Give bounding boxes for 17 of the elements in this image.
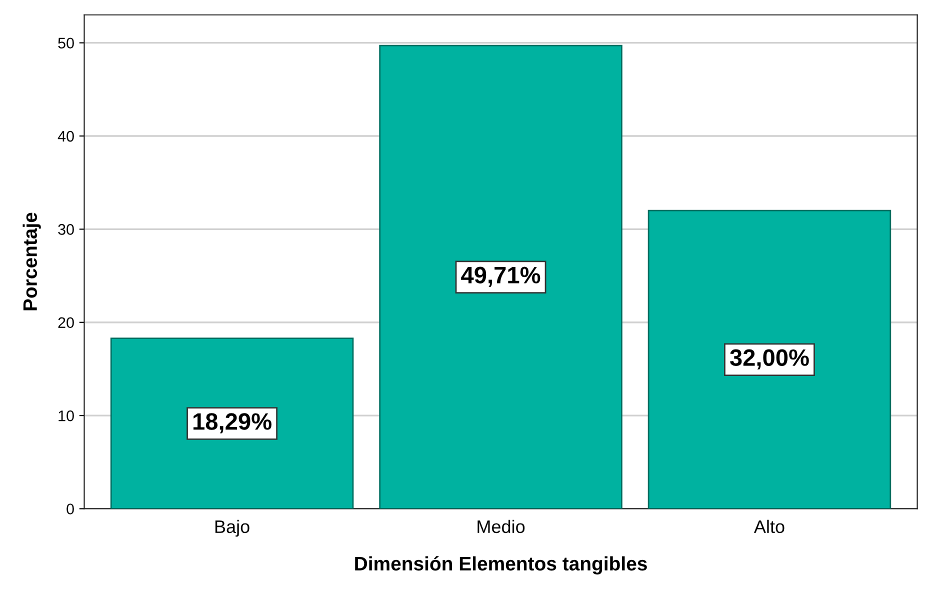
y-tick-label: 10 [58, 410, 74, 422]
bar [648, 210, 892, 509]
y-axis-title: Porcentaje [22, 212, 41, 310]
x-tick-label: Bajo [215, 520, 250, 537]
bar [110, 338, 354, 509]
y-tick-label: 20 [58, 317, 74, 328]
y-tick-label: 0 [66, 504, 74, 514]
x-axis-title: Dimensión Elementos tangibles [355, 556, 647, 574]
y-tick-label: 40 [58, 130, 74, 142]
data-label: 49,71% [461, 266, 540, 287]
bar [379, 44, 622, 509]
x-tick-label: Medio [478, 520, 525, 534]
data-label: 32,00% [730, 349, 809, 370]
y-tick-label: 50 [58, 38, 74, 49]
data-label: 18,29% [193, 413, 272, 434]
y-tick-label: 30 [58, 224, 74, 235]
x-tick-label: Alto [754, 520, 784, 534]
